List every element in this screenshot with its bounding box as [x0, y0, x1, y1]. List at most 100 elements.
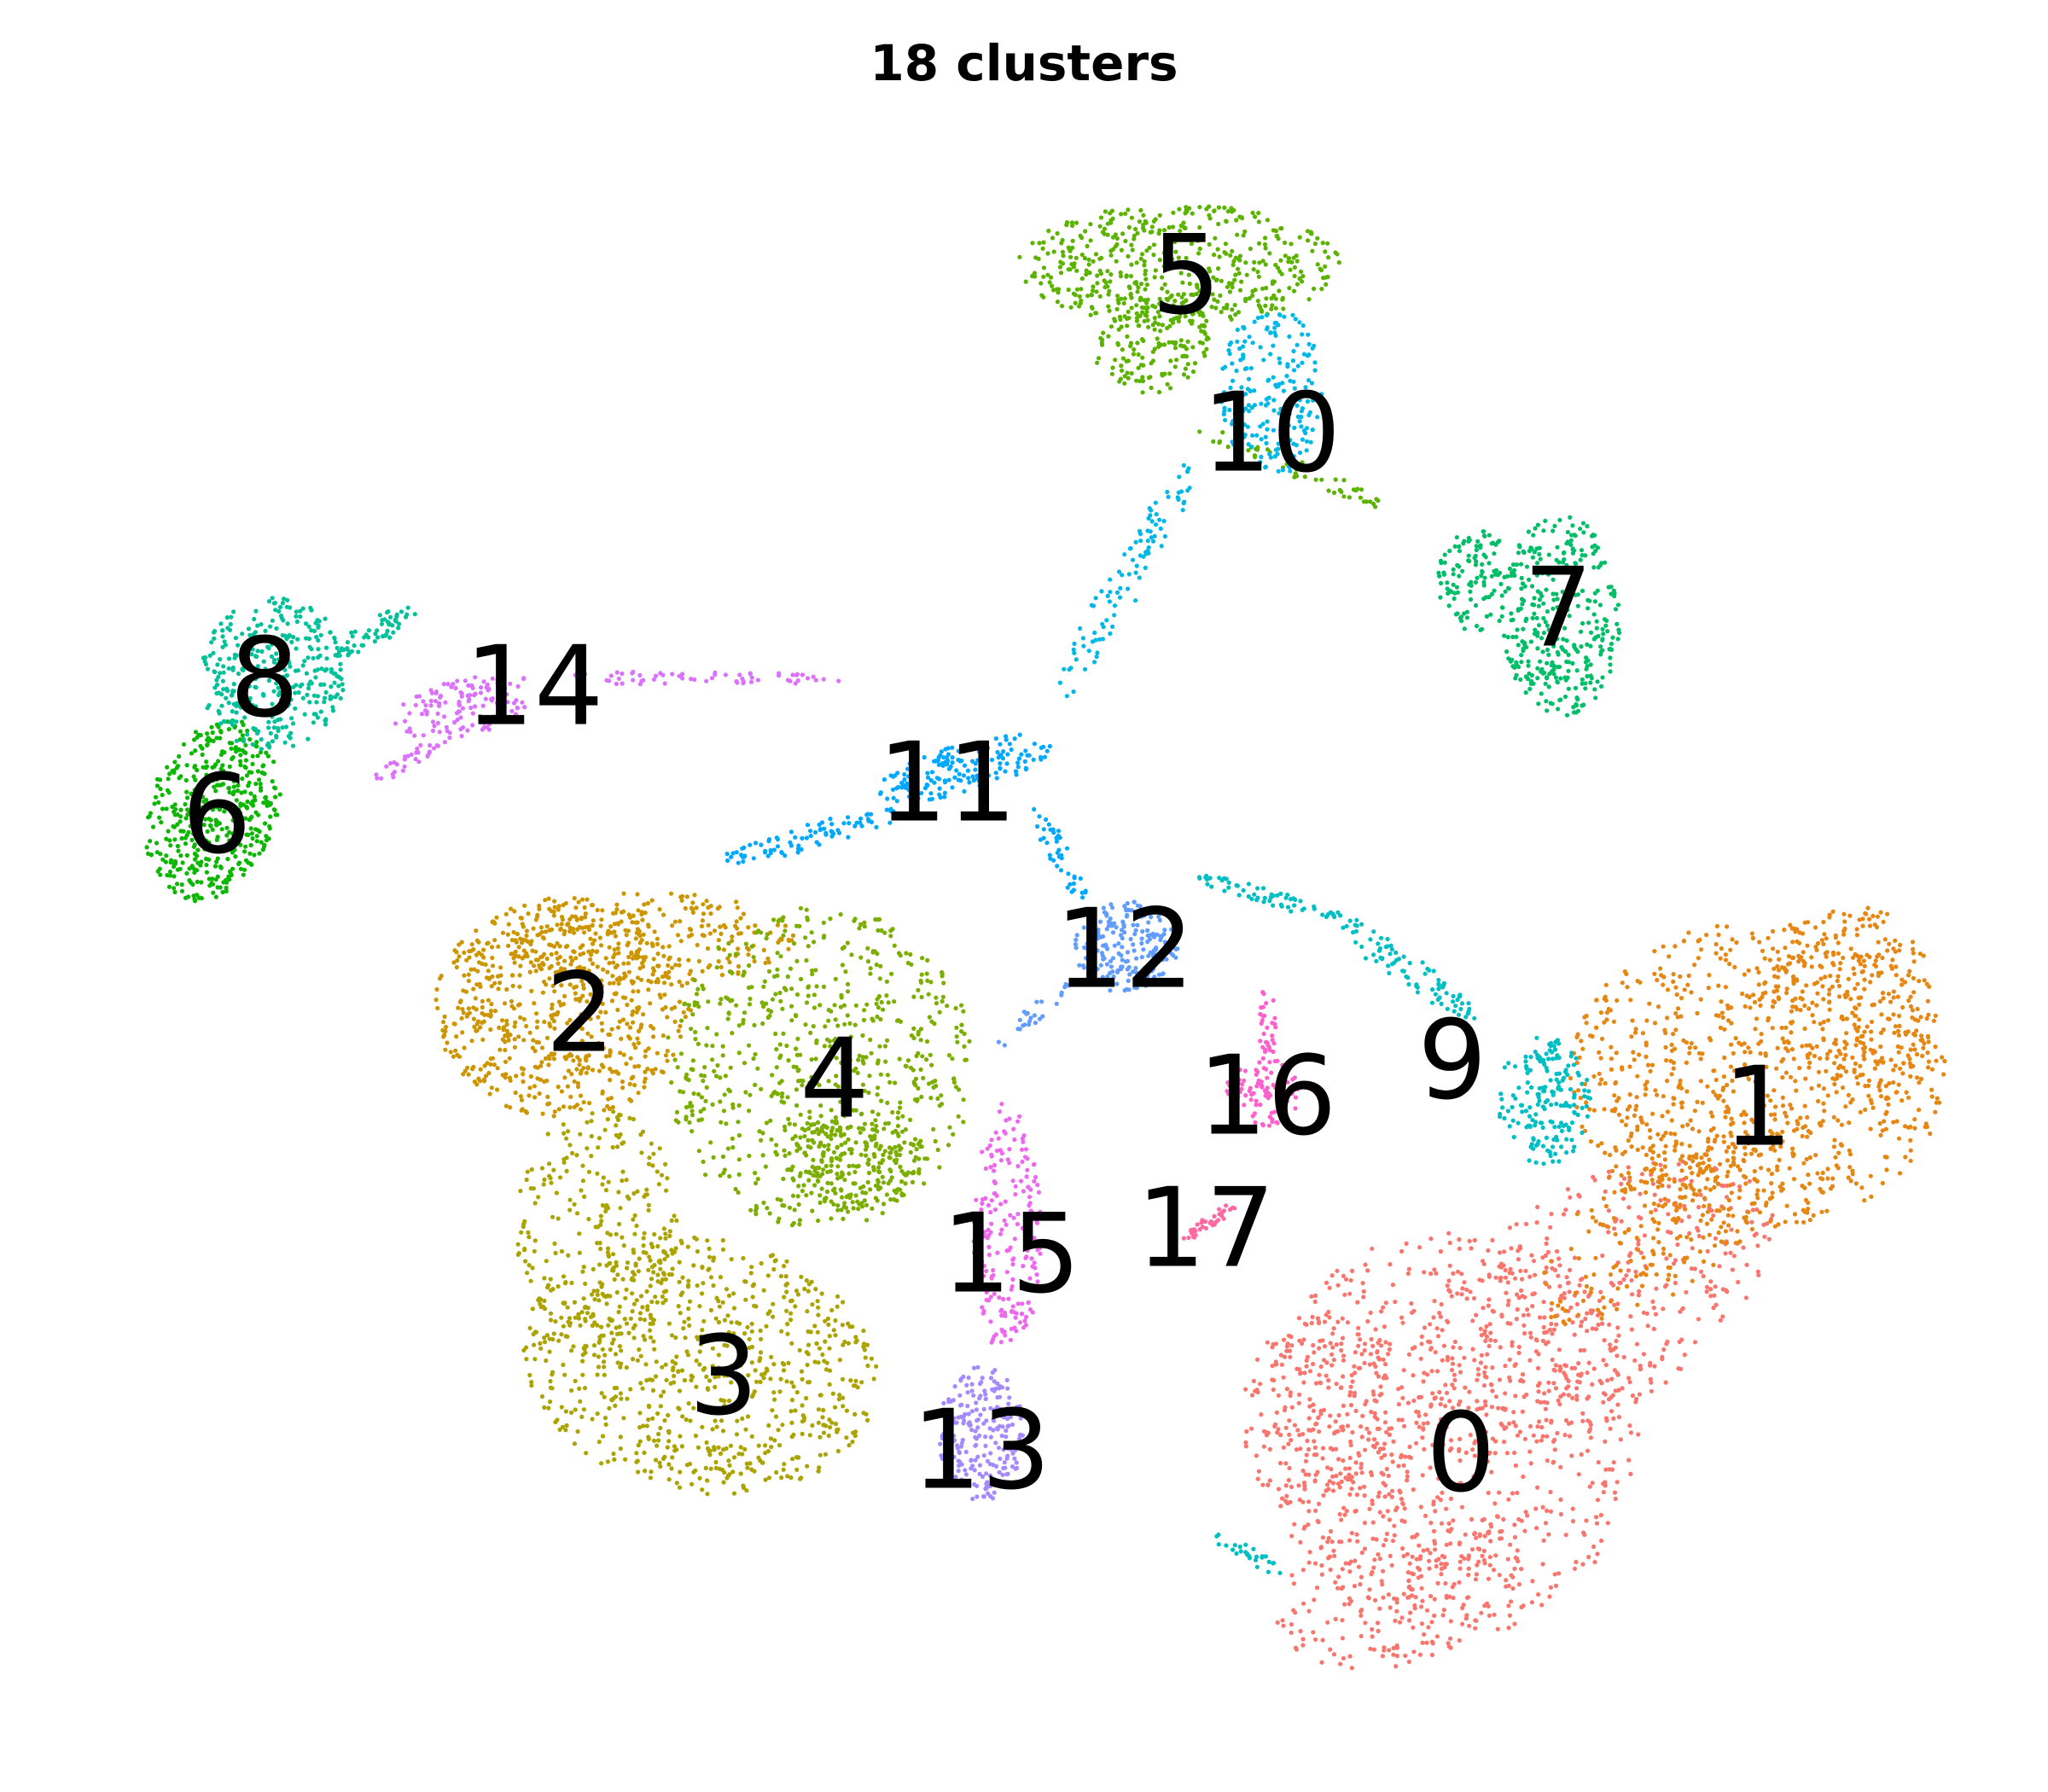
cell-point — [1918, 1076, 1924, 1081]
cell-point — [1507, 1421, 1512, 1426]
cell-point — [487, 1091, 492, 1097]
cell-point — [1763, 1203, 1768, 1208]
cell-point — [609, 1318, 614, 1324]
cell-point — [1818, 1186, 1823, 1192]
cell-point — [527, 1093, 532, 1098]
cell-point — [1686, 973, 1691, 978]
cell-point — [672, 1444, 678, 1449]
cell-point — [559, 922, 564, 927]
cell-point — [532, 1342, 537, 1347]
cell-point — [630, 1012, 635, 1017]
cell-point — [816, 1218, 821, 1224]
cell-point — [780, 1360, 786, 1366]
cell-point — [1616, 1112, 1621, 1117]
cell-point — [1379, 1579, 1384, 1584]
cell-point — [1661, 1347, 1667, 1353]
cell-point — [1419, 1334, 1424, 1339]
cell-point — [1478, 1326, 1483, 1331]
cell-point — [658, 1463, 663, 1469]
cell-point — [1563, 1363, 1568, 1369]
cell-point — [1386, 1473, 1391, 1479]
cell-point — [653, 1374, 659, 1379]
cell-point — [1401, 1553, 1406, 1559]
cell-point — [634, 1451, 639, 1456]
cell-point — [1692, 1340, 1698, 1345]
cell-point — [1728, 1183, 1733, 1188]
cell-point — [1286, 1441, 1291, 1446]
cell-point — [1673, 1132, 1678, 1137]
cell-point — [1485, 1352, 1490, 1357]
cell-point — [1802, 1026, 1807, 1032]
cell-point — [823, 1339, 828, 1344]
cell-point — [679, 1444, 685, 1449]
cell-point — [677, 1388, 683, 1393]
cell-point — [1271, 1387, 1276, 1393]
cell-point — [1723, 985, 1728, 990]
cell-point — [738, 916, 743, 921]
cell-point — [1376, 1494, 1381, 1499]
cell-point — [1284, 1493, 1289, 1498]
cell-point — [794, 1390, 800, 1395]
cell-point — [1576, 1312, 1581, 1318]
cell-point — [630, 920, 635, 925]
cell-point — [1598, 1289, 1603, 1295]
cell-point — [1554, 1322, 1559, 1327]
cell-point — [1557, 1283, 1562, 1289]
cell-point — [1722, 1055, 1727, 1061]
cell-point — [519, 1230, 524, 1235]
cell-point — [637, 1411, 643, 1416]
cell-point — [720, 1247, 726, 1252]
cell-point — [1855, 981, 1860, 986]
cell-point — [476, 940, 481, 945]
cell-point — [1805, 1114, 1810, 1120]
cell-point — [1830, 1076, 1836, 1081]
cell-point — [655, 1272, 660, 1277]
cell-point — [1816, 1083, 1822, 1088]
cell-point — [1719, 1010, 1725, 1015]
cell-point — [771, 1266, 777, 1272]
cell-point — [1780, 1181, 1785, 1186]
cell-point — [676, 1028, 681, 1033]
cell-point — [1411, 1625, 1416, 1630]
cell-point — [1588, 1435, 1593, 1440]
cell-point — [636, 1469, 641, 1475]
cell-point — [1836, 940, 1841, 945]
cell-point — [805, 1463, 810, 1469]
cell-point — [1628, 1314, 1633, 1319]
cell-point — [522, 903, 527, 908]
cell-point — [1497, 1573, 1502, 1578]
cell-point — [517, 984, 522, 989]
cell-point — [1706, 1137, 1711, 1142]
cell-point — [953, 1005, 958, 1011]
cell-point — [1367, 1362, 1372, 1367]
cell-point — [772, 1438, 777, 1443]
cell-point — [1474, 1618, 1479, 1623]
cell-point — [552, 899, 557, 904]
cell-point — [1683, 1207, 1688, 1212]
cell-point — [1434, 1563, 1439, 1569]
cell-point — [1842, 919, 1847, 924]
cell-point — [705, 1238, 710, 1243]
cell-point — [1436, 1556, 1441, 1562]
cell-point — [1789, 1047, 1795, 1052]
cell-point — [797, 923, 802, 928]
cell-point — [1588, 1423, 1593, 1428]
cell-point — [1300, 1499, 1306, 1504]
cell-point — [1390, 1283, 1395, 1288]
cell-point — [1663, 1172, 1669, 1178]
cell-point — [1673, 1027, 1679, 1033]
cell-point — [1792, 1212, 1797, 1217]
cell-point — [1294, 1647, 1299, 1652]
cell-point — [730, 970, 735, 975]
cell-point — [1742, 972, 1747, 977]
cell-point — [741, 911, 747, 916]
cell-point — [564, 1168, 569, 1173]
cell-point — [546, 1062, 551, 1068]
cell-point — [1680, 1124, 1685, 1129]
cell-point — [1709, 1217, 1714, 1222]
cell-point — [558, 927, 563, 932]
cell-point — [591, 1353, 597, 1358]
cell-point — [1515, 1556, 1520, 1562]
cell-point — [1519, 1377, 1524, 1382]
cell-point — [1471, 1474, 1476, 1479]
